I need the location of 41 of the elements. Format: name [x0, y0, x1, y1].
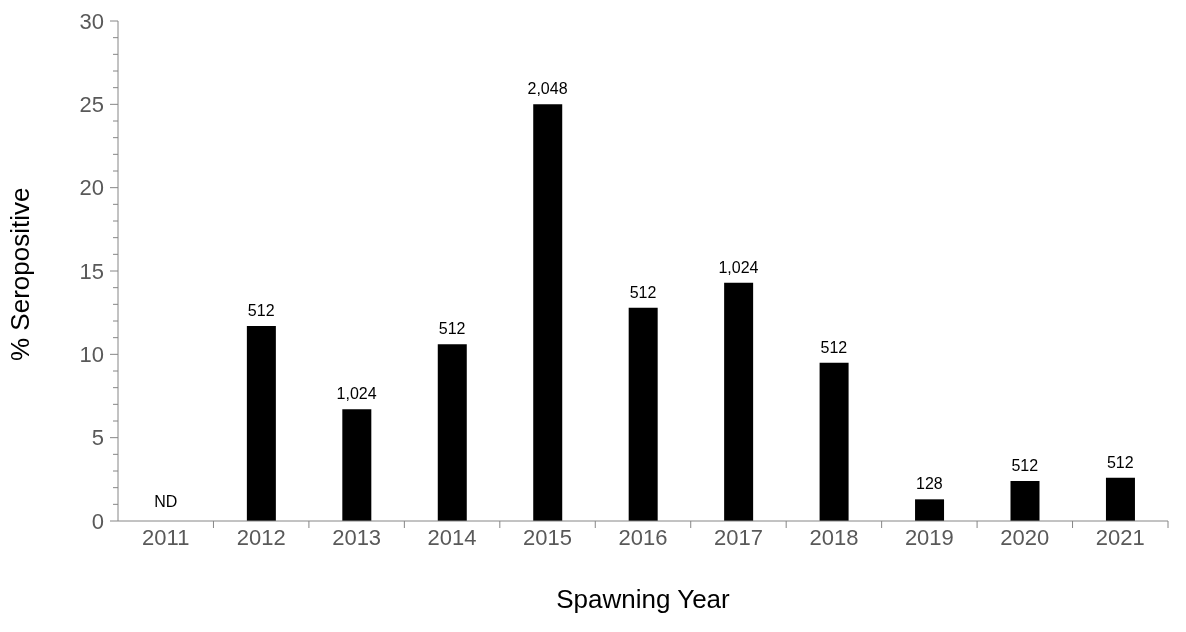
bar — [246, 326, 276, 521]
x-tick-label: 2021 — [1095, 524, 1145, 550]
bar — [1105, 477, 1135, 521]
y-tick-label: 0 — [91, 508, 104, 534]
annotation: 512 — [1011, 457, 1039, 474]
x-tick-label: 2013 — [332, 524, 382, 550]
annotation: 512 — [629, 283, 657, 301]
annotation: 512 — [820, 338, 848, 356]
y-tick-label: 10 — [79, 342, 104, 368]
bar — [628, 307, 658, 521]
y-tick-label: 30 — [79, 8, 104, 34]
bar — [533, 104, 563, 521]
x-axis-title: Spawning Year — [556, 584, 731, 614]
bar — [437, 344, 467, 521]
y-tick-label: 20 — [79, 175, 104, 201]
annotation: 2,048 — [527, 80, 568, 98]
x-tick-label: 2015 — [523, 524, 573, 550]
annotation: 512 — [438, 320, 466, 338]
annotation: ND — [154, 493, 178, 510]
y-tick-label: 5 — [91, 425, 104, 451]
x-tick-label: 2020 — [1000, 524, 1050, 550]
bar — [819, 362, 849, 521]
annotation: 1,024 — [336, 385, 377, 403]
x-tick-label: 2014 — [427, 524, 477, 550]
annotation: 512 — [1106, 453, 1134, 471]
x-tick-label: 2019 — [904, 524, 954, 550]
y-axis-title: % Seropositive — [5, 187, 36, 361]
y-tick-label: 15 — [79, 258, 104, 284]
bar — [915, 499, 945, 521]
bar — [1010, 481, 1040, 521]
annotation: 1,024 — [718, 258, 759, 276]
annotation: 512 — [247, 302, 275, 319]
x-tick-label: 2016 — [618, 524, 668, 550]
x-tick-label: 2011 — [142, 524, 190, 550]
x-tick-label: 2017 — [713, 524, 763, 550]
bar — [342, 409, 372, 521]
y-tick-label: 25 — [79, 92, 104, 118]
x-tick-label: 2012 — [236, 524, 286, 550]
bar — [724, 282, 754, 521]
annotation: 128 — [916, 475, 943, 493]
x-tick-label: 2018 — [809, 524, 859, 550]
